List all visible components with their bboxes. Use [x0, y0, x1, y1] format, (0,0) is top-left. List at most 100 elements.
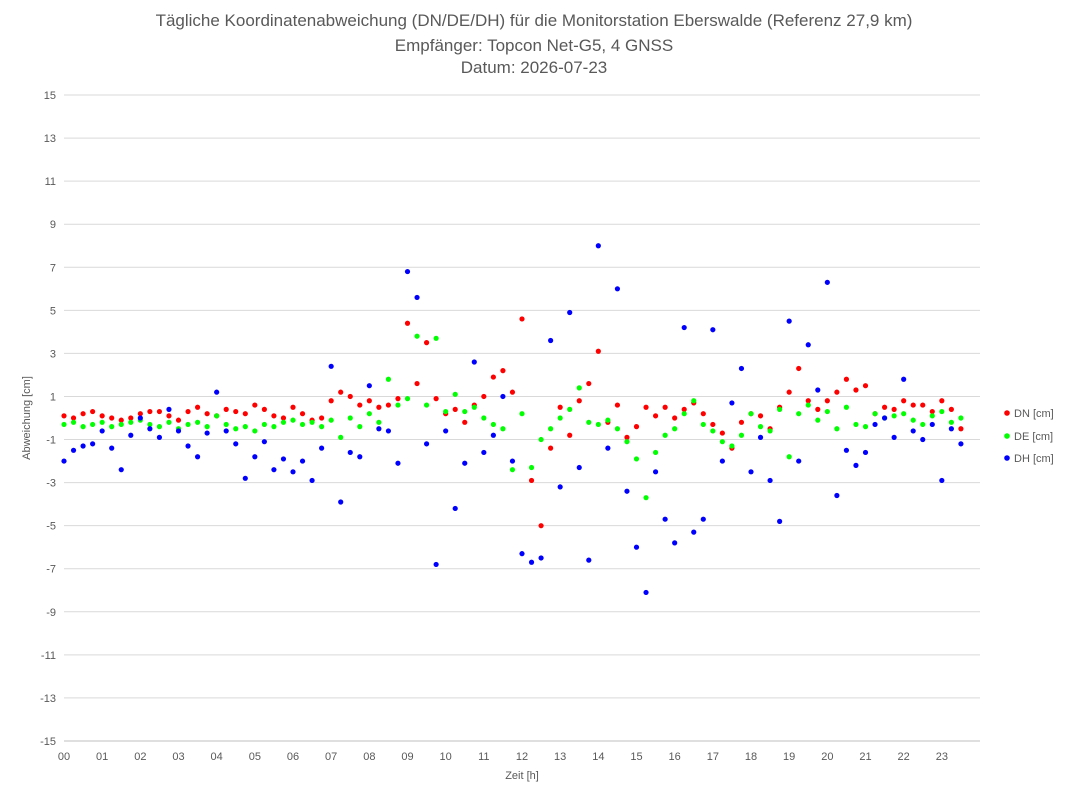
data-point [691, 398, 697, 404]
data-point [595, 348, 601, 354]
data-point [576, 464, 582, 471]
data-point [519, 411, 525, 417]
data-point [338, 434, 344, 440]
data-point [156, 408, 163, 415]
data-point [939, 408, 945, 415]
x-tick-label: 00 [58, 751, 70, 763]
data-point [786, 454, 792, 460]
data-point [175, 428, 182, 434]
data-point [796, 458, 802, 464]
data-point [834, 492, 840, 499]
x-tick-label: 10 [440, 751, 452, 763]
data-point [729, 400, 735, 406]
data-point [920, 421, 926, 428]
data-point [319, 424, 325, 430]
data-point [901, 376, 907, 382]
data-point [500, 368, 506, 374]
data-point [528, 464, 535, 471]
data-point [719, 430, 725, 436]
data-point [90, 441, 96, 447]
data-point [624, 434, 630, 440]
data-point [519, 316, 525, 322]
data-point [576, 398, 582, 404]
data-point [242, 475, 248, 481]
x-tick-label: 11 [478, 751, 489, 763]
x-tick-label: 21 [859, 751, 871, 763]
data-point [748, 411, 754, 417]
data-point [109, 415, 115, 421]
data-point [204, 411, 210, 417]
data-point [920, 402, 926, 408]
data-point [395, 396, 401, 402]
data-point [500, 393, 506, 400]
y-tick-label: 1 [50, 391, 56, 403]
legend-label: DE [cm] [1014, 431, 1053, 443]
data-point [528, 477, 535, 484]
data-point [252, 454, 258, 460]
data-point [700, 421, 706, 428]
data-point [757, 413, 764, 419]
data-point [395, 402, 401, 408]
data-point [700, 516, 706, 522]
data-point [738, 365, 745, 372]
x-tick-label: 01 [96, 751, 108, 763]
data-point [214, 413, 220, 419]
data-point [290, 469, 296, 475]
x-tick-label: 14 [592, 751, 604, 763]
data-point [633, 544, 640, 550]
data-point [958, 426, 964, 432]
data-point [366, 383, 372, 389]
data-point [309, 419, 315, 425]
data-point [567, 432, 573, 438]
chart-subtitle: Empfänger: Topcon Net-G5, 4 GNSS [394, 36, 674, 55]
data-point [767, 428, 773, 434]
data-point [786, 389, 792, 395]
chart-title: Tägliche Koordinatenabweichung (DN/DE/DH… [155, 11, 913, 30]
data-point [280, 419, 287, 425]
data-point [128, 419, 134, 425]
data-point [929, 413, 935, 419]
data-point [280, 456, 287, 462]
data-point [404, 396, 411, 402]
data-point [824, 279, 830, 285]
legend-label: DN [cm] [1014, 408, 1054, 420]
data-point [710, 428, 716, 434]
data-point [233, 426, 239, 432]
data-point [80, 411, 86, 417]
data-point [70, 419, 77, 425]
data-point [185, 408, 191, 415]
data-point [452, 505, 458, 512]
data-point [452, 391, 458, 397]
data-point [652, 469, 659, 475]
data-point [147, 421, 153, 428]
data-point [433, 335, 439, 341]
data-point [805, 342, 811, 348]
data-point [261, 406, 267, 412]
data-point [652, 413, 659, 419]
data-point [757, 424, 764, 430]
data-point [242, 424, 248, 430]
data-point [385, 376, 392, 382]
data-point [223, 406, 229, 412]
data-point [958, 415, 964, 421]
data-point [80, 443, 86, 449]
data-point [815, 417, 821, 423]
data-point [824, 408, 830, 415]
data-point [490, 421, 496, 428]
data-point [233, 408, 239, 415]
data-point [347, 449, 353, 456]
y-tick-label: 15 [44, 90, 56, 102]
data-point [672, 426, 678, 432]
data-point [423, 340, 430, 346]
data-point [185, 421, 191, 428]
data-point [633, 424, 640, 430]
x-tick-label: 12 [516, 751, 528, 763]
data-point [557, 404, 563, 410]
data-point [738, 432, 745, 438]
data-point [366, 411, 372, 417]
data-point [319, 445, 325, 451]
x-tick-label: 22 [898, 751, 910, 763]
data-point [824, 398, 830, 404]
data-point [109, 445, 115, 451]
data-point [958, 441, 964, 447]
